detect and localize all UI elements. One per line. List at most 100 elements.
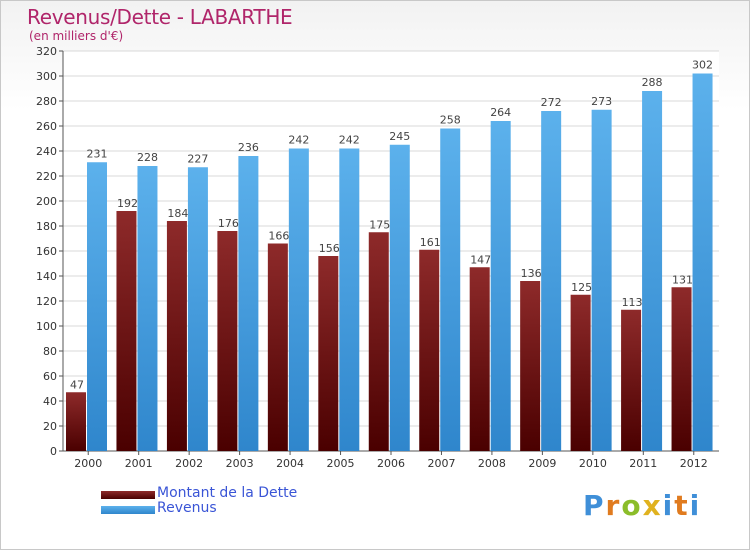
- x-tick-label: 2010: [579, 457, 607, 470]
- data-label-revenue: 258: [440, 114, 461, 127]
- legend-swatch-revenue: [101, 506, 155, 514]
- data-label-debt: 47: [70, 378, 84, 391]
- x-tick-label: 2006: [377, 457, 405, 470]
- legend-label-revenue: Revenus: [157, 500, 217, 516]
- y-tick-label: 60: [43, 370, 57, 383]
- y-tick-label: 140: [36, 270, 57, 283]
- x-tick-label: 2001: [125, 457, 153, 470]
- bar-debt: [520, 281, 541, 451]
- y-tick-label: 240: [36, 145, 57, 158]
- logo-letter: i: [662, 489, 675, 522]
- y-tick-label: 100: [36, 320, 57, 333]
- bars: [66, 73, 713, 451]
- data-label-debt: 175: [369, 218, 390, 231]
- y-tick-label: 180: [36, 220, 57, 233]
- bar-debt: [469, 267, 490, 451]
- data-label-debt: 125: [571, 281, 592, 294]
- bar-revenue: [541, 111, 562, 451]
- bar-revenue: [642, 91, 663, 451]
- data-label-revenue: 272: [541, 96, 562, 109]
- y-tick-label: 160: [36, 245, 57, 258]
- data-label-revenue: 231: [87, 147, 108, 160]
- x-tick-label: 2003: [226, 457, 254, 470]
- y-tick-label: 220: [36, 170, 57, 183]
- data-label-debt: 113: [622, 296, 643, 309]
- y-tick-label: 260: [36, 120, 57, 133]
- bar-debt: [318, 256, 339, 451]
- data-label-revenue: 288: [642, 76, 663, 89]
- data-label-revenue: 236: [238, 141, 259, 154]
- x-tick-label: 2002: [175, 457, 203, 470]
- data-label-revenue: 227: [187, 152, 208, 165]
- data-label-revenue: 245: [389, 130, 410, 143]
- x-tick-label: 2011: [629, 457, 657, 470]
- bar-revenue: [187, 167, 208, 451]
- logo-letter: P: [583, 489, 606, 522]
- logo-letter: i: [689, 489, 702, 522]
- data-labels: 47 231 192 228 184 227 176 236 166 242 156 242 175 24…: [70, 59, 713, 392]
- y-tick-label: 200: [36, 195, 57, 208]
- data-label-debt: 184: [167, 207, 188, 220]
- x-tick-label: 2009: [528, 457, 556, 470]
- x-tick-label: 2000: [74, 457, 102, 470]
- bar-debt: [116, 211, 137, 451]
- data-label-debt: 176: [218, 217, 239, 230]
- data-label-debt: 192: [117, 197, 138, 210]
- legend-label-debt: Montant de la Dette: [157, 485, 298, 501]
- x-tick-label: 2005: [327, 457, 355, 470]
- x-tick-label: 2004: [276, 457, 304, 470]
- bar-revenue: [389, 144, 410, 451]
- bar-debt: [166, 221, 187, 451]
- y-tick-label: 0: [50, 445, 57, 458]
- data-label-debt: 156: [319, 242, 340, 255]
- x-tick-label: 2012: [680, 457, 708, 470]
- data-label-debt: 136: [521, 267, 542, 280]
- legend-swatch-debt: [101, 491, 155, 499]
- logo-letter: x: [642, 489, 663, 522]
- bar-revenue: [490, 121, 511, 451]
- data-label-revenue: 273: [591, 95, 612, 108]
- x-tick-label: 2007: [427, 457, 455, 470]
- bar-debt: [621, 309, 642, 451]
- data-label-debt: 166: [268, 230, 289, 243]
- bar-revenue: [440, 128, 461, 451]
- data-label-debt: 147: [470, 253, 491, 266]
- bar-revenue: [238, 156, 259, 451]
- data-label-revenue: 302: [692, 59, 713, 72]
- bar-debt: [419, 249, 440, 451]
- data-label-revenue: 242: [339, 134, 360, 147]
- logo-letter: r: [605, 489, 622, 522]
- bar-debt: [368, 232, 389, 451]
- bar-revenue: [87, 162, 107, 451]
- y-tick-label: 320: [36, 45, 57, 58]
- bar-revenue: [288, 148, 309, 451]
- data-label-revenue: 264: [490, 106, 511, 119]
- y-tick-label: 300: [36, 70, 57, 83]
- proxiti-logo: Proxiti: [583, 489, 701, 522]
- chart-subtitle: (en milliers d'€): [29, 29, 124, 43]
- y-tick-label: 20: [43, 420, 57, 433]
- logo-letter: o: [621, 489, 643, 522]
- x-tick-label: 2008: [478, 457, 506, 470]
- bar-revenue: [591, 109, 612, 451]
- bar-debt: [570, 294, 591, 451]
- bar-debt: [217, 231, 238, 451]
- bar-revenue: [692, 73, 713, 451]
- bar-revenue: [137, 166, 158, 451]
- bar-revenue: [339, 148, 360, 451]
- y-tick-label: 120: [36, 295, 57, 308]
- bar-debt: [267, 243, 288, 451]
- y-tick-label: 280: [36, 95, 57, 108]
- bar-debt: [66, 392, 86, 451]
- bar-debt: [671, 287, 692, 451]
- data-label-revenue: 228: [137, 151, 158, 164]
- y-tick-label: 80: [43, 345, 57, 358]
- data-label-revenue: 242: [288, 134, 309, 147]
- y-tick-label: 40: [43, 395, 57, 408]
- data-label-debt: 131: [672, 273, 693, 286]
- chart-title: Revenus/Dette - LABARTHE: [27, 5, 293, 29]
- logo-letter: t: [674, 489, 690, 522]
- data-label-debt: 161: [420, 236, 441, 249]
